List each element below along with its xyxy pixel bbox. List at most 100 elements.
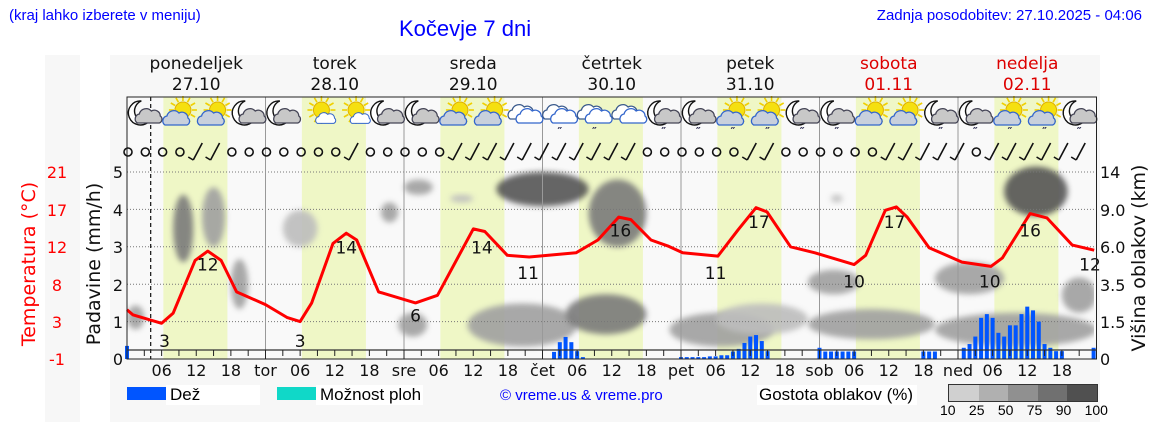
sun-ray [467,113,473,118]
sun-ray [775,97,780,103]
temperature-label: 11 [517,264,539,284]
precipitation-tick: 1 [113,313,123,332]
wind-barb-icon [1018,142,1034,161]
temperature-label: 12 [197,256,219,276]
cloud-shape [965,108,994,124]
day-date: 31.10 [726,75,775,95]
precipitation-bar [725,355,730,359]
moon-cloud-icon [127,100,163,126]
precipitation-bar [990,317,995,359]
legend-density-label: Gostota oblakov (%) [757,385,918,405]
precipitation-bar [754,335,759,359]
calm-wind-icon [850,147,860,157]
wind-barb-icon [897,142,913,161]
wind-barb-icon [482,142,498,161]
moon-cloud-icon [266,100,302,126]
moon-cloud-rain-icon: ″ [924,100,959,138]
barb-flag [1001,156,1008,161]
barb-flag [932,156,939,161]
time-label: 12 [325,361,345,380]
density-step: 90 [1055,402,1072,418]
rain-drops: ″ [938,125,943,138]
cloud-cell [807,309,935,340]
sun-ray [1001,102,1007,107]
day-name: torek [313,54,357,74]
temperature-tick: 17 [47,201,67,220]
sun-ray [1055,102,1062,107]
temperature-label: 3 [295,332,306,352]
sun-ray [724,102,730,107]
wind-barb-icon [205,142,221,161]
temperature-line [126,205,1095,325]
sun-ray [882,113,888,118]
sun-ray [778,102,785,107]
sun-ray [190,113,196,118]
cloud-cell [588,179,647,247]
sun-cloud-rain-icon: ″ [750,96,786,138]
sun-cloud-icon [439,96,474,126]
sun-ray [313,97,318,103]
cloud-cell [380,202,399,223]
sun-ray [897,102,903,107]
barb-staff [625,142,636,161]
sun-ray [501,102,508,107]
wind-barb-icon [343,142,359,161]
sun-ray [186,97,191,103]
calm-wind-icon [330,147,341,157]
barb-flag [586,156,592,161]
sun-ray [744,113,750,118]
density-step: 100 [1084,402,1108,418]
weather-icons: ″ ″ ″ ″ ″ ″ ″ ″ ″ ″ ″ ″ ″ [127,96,1098,138]
temperature-label: 10 [843,273,865,293]
precipitation-bar [1013,325,1018,359]
barb-staff [988,142,1000,161]
day-abbrev-label: pet [668,361,694,380]
wind-barb-icon [568,142,584,161]
moon-cloud-rain-icon: ″ [958,100,994,138]
wind-barb-icon [187,142,203,161]
cloud-shape [515,108,544,124]
copyright-link[interactable]: © vreme.us & vreme.pro [500,387,663,404]
barb-staff [538,142,550,161]
precipitation-bar [1007,325,1012,359]
cloud-height-axis-title: Višina oblakov (km) [1128,165,1150,352]
sun-ray [501,113,508,118]
sun-ray [467,102,473,107]
page-title: Kočevje 7 dni [399,16,532,41]
cloud-shape [653,108,682,124]
precipitation-bar [742,342,747,359]
barb-staff [1075,142,1086,161]
sun-ray [447,102,453,107]
cloud-shape [238,108,267,124]
cloud-height-tick: 6.0 [1100,238,1125,257]
precipitation-bar [932,351,937,359]
temperature-label: 3 [159,332,170,352]
location-hint[interactable]: (kraj lahko izberete v meniju) [9,7,201,24]
wind-barb-icon [759,142,775,161]
sun-ray [1052,97,1057,103]
barb-flag [897,156,904,161]
precipitation-bar [696,357,701,359]
barb-staff [521,142,532,161]
barb-staff [504,142,515,161]
cloud-cell [127,305,145,330]
density-step: 25 [968,402,985,418]
precipitation-bar [1091,347,1096,359]
time-label: 18 [221,361,241,380]
gridlines [127,97,1097,359]
cloud-cell [202,187,226,248]
barb-staff [590,142,602,161]
sun-ray [170,102,176,107]
wind-barb-icon [586,142,602,161]
barb-flag [447,156,454,161]
cloud-cell [173,194,194,263]
barb-staff [902,142,913,161]
time-label: 06 [844,361,864,380]
sun-ray [740,97,745,103]
barb-flag [205,156,211,161]
wind-barb-icon [984,142,1000,161]
wind-barb-icon [1053,142,1069,161]
rain-drops: ″ [1042,125,1047,138]
sun-ray [175,97,180,103]
